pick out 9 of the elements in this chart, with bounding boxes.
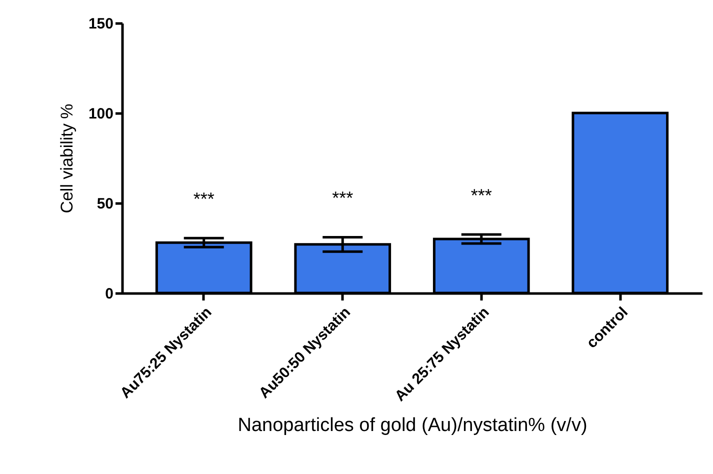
- y-tick-label: 100: [88, 106, 114, 122]
- annotation: ***: [332, 188, 354, 208]
- annotation: ***: [193, 189, 214, 210]
- annotation: ***: [470, 186, 492, 206]
- y-axis-title: Cell viability %: [57, 104, 76, 214]
- x-axis-title: Nanoparticles of gold (Au)/nystatin% (v/v): [238, 415, 588, 436]
- y-tick-label: 0: [105, 286, 114, 302]
- y-tick-label: 50: [96, 196, 114, 212]
- y-tick-label: 150: [88, 16, 114, 32]
